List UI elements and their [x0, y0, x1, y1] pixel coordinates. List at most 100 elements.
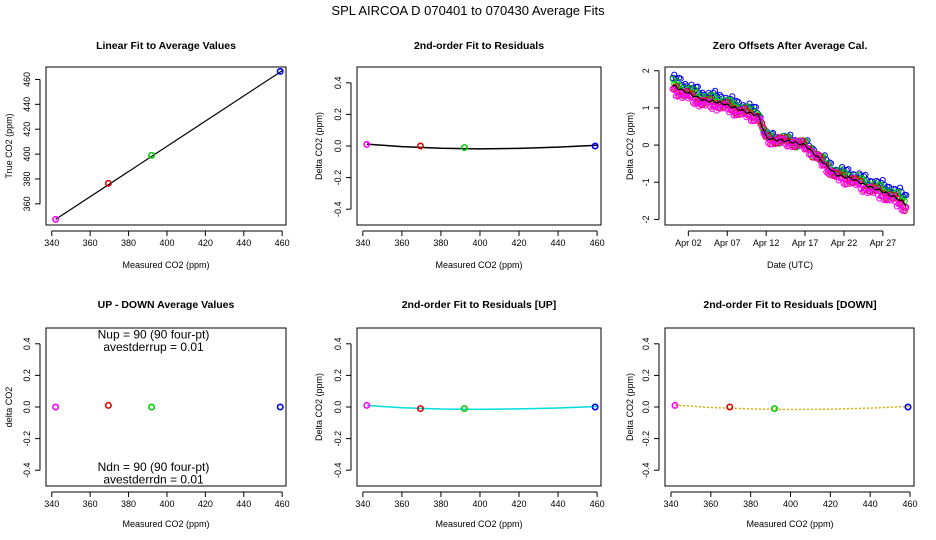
- y-tick-label-resid-down: 0.0: [641, 401, 651, 414]
- offset-point: [870, 189, 877, 196]
- y-tick-label-offsets: 0: [641, 143, 651, 148]
- data-point-linear: [104, 179, 112, 187]
- y-tick-label-resid: 0.4: [333, 77, 343, 90]
- data-point-resid: [416, 142, 424, 150]
- y-axis-label-resid: Delta CO2 (ppm): [314, 112, 324, 180]
- data-point-resid-up: [460, 405, 468, 413]
- figure-title: SPL AIRCOA D 070401 to 070430 Average Fi…: [331, 3, 605, 18]
- x-tick-label-resid-up: 420: [512, 499, 527, 509]
- offset-point: [680, 91, 687, 98]
- x-tick-label-offsets: Apr 27: [870, 238, 897, 248]
- panel-linear: Linear Fit to Average Values 340 360 380 40…: [4, 40, 290, 270]
- x-axis-label-linear: Measured CO2 (ppm): [122, 260, 209, 270]
- y-tick-label-resid-up: -0.2: [333, 431, 343, 447]
- offset-point: [864, 189, 871, 196]
- data-point-resid: [591, 142, 599, 150]
- x-tick-label-linear: 440: [236, 238, 251, 248]
- ticks-offsets: Apr 02 Apr 07 Apr 12 Apr 17 Apr 22 Apr 27 -2 -1…: [641, 68, 896, 248]
- ticks-linear: 340 360 380 400 420 440 460 360 380 400 420 440 460: [22, 72, 290, 248]
- plot-frame-updown: [45, 327, 287, 487]
- fit-line-resid: [366, 143, 598, 150]
- panel-updown: UP - DOWN Average Values 340 360 380 400 420…: [4, 299, 290, 529]
- x-axis-label-resid: Measured CO2 (ppm): [435, 260, 522, 270]
- x-tick-label-resid-up: 400: [472, 499, 487, 509]
- y-axis-label-resid-down: Delta CO2 (ppm): [625, 373, 635, 441]
- data-point-linear: [52, 215, 60, 223]
- y-axis-label-linear: True CO2 (ppm): [4, 113, 14, 178]
- y-tick-label-offsets: 1: [641, 105, 651, 110]
- x-tick-label-offsets: Apr 22: [831, 238, 858, 248]
- data-point-linear: [148, 151, 156, 159]
- x-tick-label-resid: 340: [355, 238, 370, 248]
- fit-line-linear: [55, 70, 283, 220]
- annotation-updown: avestderrup = 0.01: [103, 340, 204, 354]
- x-tick-label-resid-down: 460: [903, 499, 918, 509]
- y-tick-label-offsets: 2: [641, 68, 651, 73]
- x-axis-label-resid-up: Measured CO2 (ppm): [435, 519, 522, 529]
- offset-point: [763, 134, 770, 141]
- x-tick-label-resid-up: 340: [355, 499, 370, 509]
- plot-frame-linear: [45, 66, 287, 226]
- y-tick-label-updown: 0.0: [22, 401, 32, 414]
- x-tick-label-updown: 340: [44, 499, 59, 509]
- annotation-updown: Ndn = 90 (90 four-pt): [98, 460, 210, 474]
- x-tick-label-offsets: Apr 02: [675, 238, 702, 248]
- y-tick-label-updown: 0.4: [22, 338, 32, 351]
- data-point-updown: [52, 403, 60, 411]
- offset-point: [860, 176, 868, 183]
- x-tick-label-linear: 380: [121, 238, 136, 248]
- y-tick-label-resid-up: 0.4: [333, 338, 343, 351]
- data-point-resid-down: [904, 403, 912, 411]
- y-tick-label-linear: 400: [22, 147, 32, 162]
- offset-point: [721, 102, 728, 109]
- fit-line-resid-down: [674, 404, 911, 411]
- y-tick-label-resid: -0.2: [333, 170, 343, 186]
- offset-point: [688, 81, 695, 88]
- marks-linear: [52, 67, 284, 223]
- offset-point: [693, 97, 700, 105]
- data-point-updown: [276, 403, 284, 411]
- offset-point: [791, 137, 799, 144]
- offset-point: [716, 91, 723, 99]
- plot-frame-resid-down: [664, 327, 915, 487]
- data-point-resid-up: [363, 401, 371, 409]
- data-point-updown: [148, 403, 156, 411]
- x-tick-label-resid-up: 440: [551, 499, 566, 509]
- x-tick-label-updown: 360: [83, 499, 98, 509]
- offset-point: [896, 201, 904, 208]
- panel-title-offsets: Zero Offsets After Average Cal.: [713, 40, 868, 52]
- x-tick-label-updown: 400: [159, 499, 174, 509]
- y-tick-label-linear: 440: [22, 97, 32, 112]
- plot-frame-resid: [356, 66, 602, 226]
- x-tick-label-resid-up: 460: [590, 499, 605, 509]
- y-axis-label-updown: delta CO2: [4, 387, 14, 428]
- offset-point: [677, 91, 684, 98]
- offset-point: [735, 108, 742, 115]
- x-tick-label-resid-up: 380: [433, 499, 448, 509]
- panel-title-updown: UP - DOWN Average Values: [98, 299, 235, 311]
- x-tick-label-updown: 440: [236, 499, 251, 509]
- annotation-updown: Nup = 90 (90 four-pt): [98, 327, 210, 341]
- offset-point: [845, 177, 852, 184]
- y-tick-label-updown: -0.4: [22, 462, 32, 478]
- offset-point: [749, 106, 756, 113]
- y-tick-label-resid: -0.4: [333, 201, 343, 217]
- ticks-resid-down: 340 360 380 400 420 440 460 -0.4 -0.2 0.0 0.2 0.4: [641, 338, 918, 509]
- offset-mean-line: [672, 84, 907, 206]
- annotation-updown: avestderrdn = 0.01: [103, 473, 204, 487]
- offset-point: [675, 82, 683, 89]
- y-tick-label-linear: 360: [22, 196, 32, 211]
- plot-frame-offsets: [664, 66, 915, 226]
- x-tick-label-resid-down: 340: [663, 499, 678, 509]
- offset-point: [712, 103, 719, 110]
- x-tick-label-linear: 340: [44, 238, 59, 248]
- x-axis-label-offsets: Date (UTC): [767, 260, 813, 270]
- x-tick-label-offsets: Apr 17: [792, 238, 819, 248]
- x-tick-label-linear: 460: [275, 238, 290, 248]
- marks-resid: [363, 140, 599, 152]
- fit-line-resid-up: [366, 404, 598, 411]
- y-tick-label-resid-up: 0.2: [333, 369, 343, 382]
- offset-point: [759, 123, 766, 130]
- x-tick-label-resid: 380: [433, 238, 448, 248]
